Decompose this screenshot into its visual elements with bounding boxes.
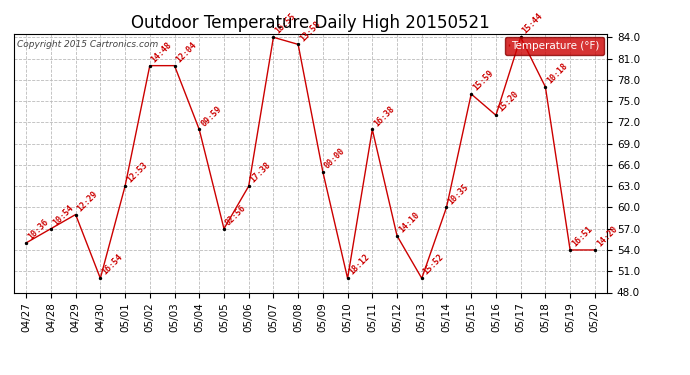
Point — [219, 226, 230, 232]
Point — [21, 240, 32, 246]
Text: 15:44: 15:44 — [521, 12, 544, 36]
Point — [194, 126, 205, 132]
Text: 10:35: 10:35 — [446, 182, 471, 206]
Text: 16:55: 16:55 — [273, 12, 297, 36]
Text: 16:38: 16:38 — [373, 104, 396, 128]
Point — [441, 204, 452, 210]
Point — [564, 247, 575, 253]
Point — [95, 275, 106, 281]
Text: 16:51: 16:51 — [570, 225, 594, 249]
Point — [367, 126, 378, 132]
Text: 00:00: 00:00 — [323, 147, 347, 171]
Text: 10:18: 10:18 — [545, 62, 569, 86]
Text: Copyright 2015 Cartronics.com: Copyright 2015 Cartronics.com — [17, 40, 158, 49]
Title: Outdoor Temperature Daily High 20150521: Outdoor Temperature Daily High 20150521 — [131, 14, 490, 32]
Text: 12:04: 12:04 — [175, 40, 199, 64]
Text: 10:54: 10:54 — [51, 203, 75, 227]
Point — [268, 34, 279, 40]
Text: 02:56: 02:56 — [224, 203, 248, 227]
Point — [491, 112, 502, 118]
Point — [243, 183, 254, 189]
Point — [169, 63, 180, 69]
Point — [119, 183, 130, 189]
Point — [293, 41, 304, 47]
Text: 14:10: 14:10 — [397, 210, 421, 234]
Text: 14:20: 14:20 — [595, 225, 619, 249]
Text: 14:48: 14:48 — [150, 40, 174, 64]
Text: 17:38: 17:38 — [248, 161, 273, 185]
Point — [144, 63, 155, 69]
Text: 15:20: 15:20 — [496, 90, 520, 114]
Point — [46, 226, 57, 232]
Point — [416, 275, 427, 281]
Point — [540, 84, 551, 90]
Point — [589, 247, 600, 253]
Legend: Temperature (°F): Temperature (°F) — [505, 37, 604, 55]
Text: 12:53: 12:53 — [125, 161, 149, 185]
Text: 16:54: 16:54 — [100, 253, 124, 277]
Point — [391, 233, 402, 239]
Text: 09:59: 09:59 — [199, 104, 224, 128]
Text: 15:59: 15:59 — [471, 69, 495, 93]
Point — [515, 34, 526, 40]
Point — [466, 91, 477, 97]
Text: 10:36: 10:36 — [26, 217, 50, 242]
Text: 12:29: 12:29 — [76, 189, 99, 213]
Point — [317, 169, 328, 175]
Point — [70, 211, 81, 217]
Text: 15:52: 15:52 — [422, 253, 446, 277]
Text: 13:58: 13:58 — [298, 19, 322, 43]
Text: 18:12: 18:12 — [348, 253, 372, 277]
Point — [342, 275, 353, 281]
